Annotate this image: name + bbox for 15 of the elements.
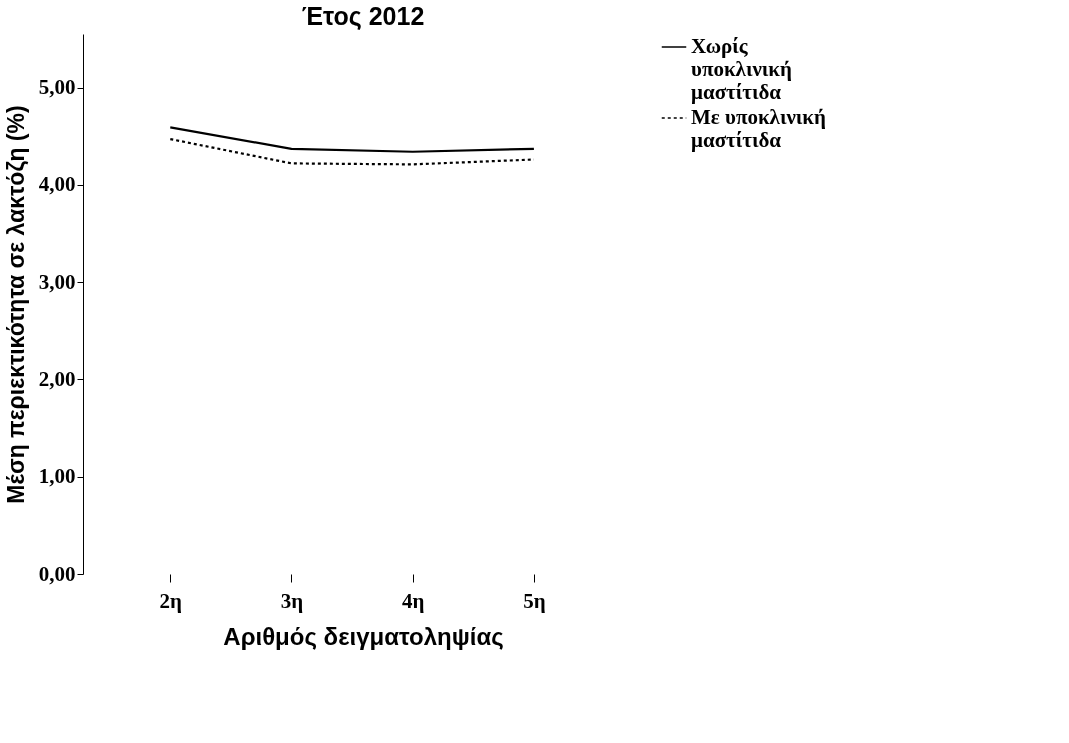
y-tick-label: 3,00 xyxy=(38,269,76,294)
x-tick-label: 4η xyxy=(401,588,425,613)
y-axis-title: Μέση περιεκτικότητα σε λακτόζη (%) xyxy=(2,105,29,504)
x-tick-label: 5η xyxy=(523,588,546,613)
y-tick-label: 4,00 xyxy=(38,172,76,197)
legend-label: Με υποκλινική μαστίτιδα xyxy=(691,105,826,152)
y-tick-label: 1,00 xyxy=(38,464,76,489)
y-tick-label: 2,00 xyxy=(38,366,76,391)
legend-label: Χωρίς υποκλινική μαστίτιδα xyxy=(691,34,792,104)
x-tick-label: 2η xyxy=(159,588,183,613)
y-tick-label: 0,00 xyxy=(38,561,76,586)
y-tick-label: 5,00 xyxy=(38,75,76,100)
x-tick-label: 3η xyxy=(280,588,304,613)
chart-title: Έτος 2012 xyxy=(301,2,425,31)
x-axis-title: Αριθμός δειγματοληψίας xyxy=(223,622,504,650)
